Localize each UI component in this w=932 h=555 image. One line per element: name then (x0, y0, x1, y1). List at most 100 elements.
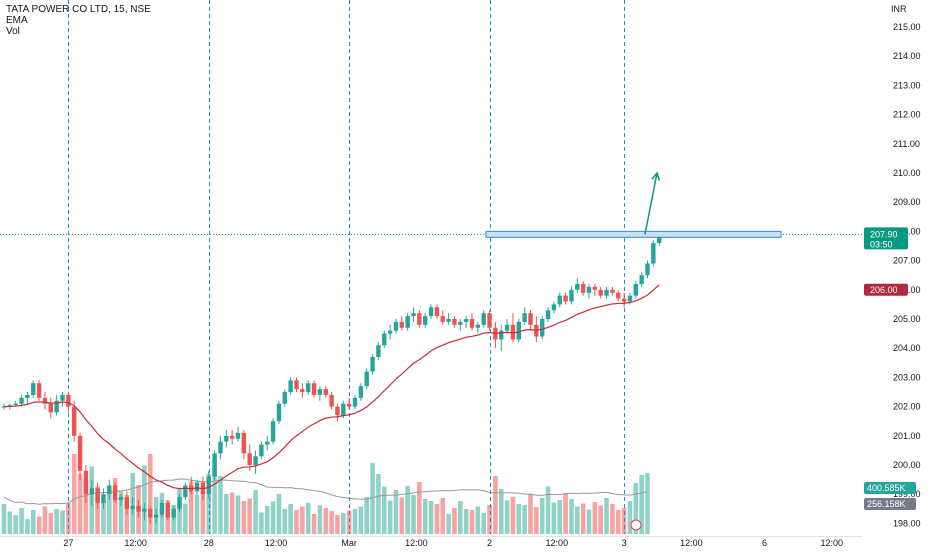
volume-bar (247, 498, 252, 534)
volume-bar (551, 502, 557, 534)
candle-body (604, 289, 609, 296)
volume-bar (627, 501, 633, 534)
volume-bar (335, 515, 340, 534)
volume-bar (147, 454, 153, 534)
candle-body (452, 319, 457, 325)
y-tick-label: 214.00 (893, 51, 921, 61)
candle-body (417, 313, 422, 325)
volume-bar (317, 505, 323, 534)
candle-body (510, 324, 516, 340)
y-tick-label: 202.00 (893, 402, 921, 412)
volume-bar (294, 510, 299, 534)
breakout-arrow (644, 172, 658, 235)
candle-body (54, 400, 59, 413)
volume-bar (475, 506, 481, 534)
candle-body (95, 488, 100, 503)
time-axis: 27 12:00 28 12:00 Mar 12:00 2 12:00 3 12:00 6 12:00 (0, 519, 862, 548)
volume-bar (229, 492, 235, 534)
candle-body (376, 345, 381, 357)
volume-bar (493, 476, 498, 534)
chart-legend: TATA POWER CO LTD, 15, NSE EMA Vol (6, 4, 151, 37)
candle-body (434, 307, 440, 317)
y-tick-label: 212.00 (893, 110, 921, 120)
candle-body (66, 394, 71, 407)
vol-legend[interactable]: Vol (6, 26, 20, 37)
candle-body (463, 319, 469, 322)
volume-bar (586, 509, 592, 534)
candle-body (458, 321, 463, 325)
candle-body (446, 319, 451, 322)
volume-bar (77, 474, 83, 534)
volume-bar (463, 509, 469, 534)
candle-body (580, 283, 586, 293)
volume-bar (580, 503, 586, 534)
volume-bar (101, 499, 106, 534)
x-tick-label: 12:00 (124, 538, 147, 548)
candle-body (206, 476, 211, 495)
y-tick-label: 207.00 (893, 256, 921, 266)
volume-bar (300, 506, 305, 534)
candle-body (253, 456, 258, 465)
candle-body (545, 310, 551, 319)
candle-body (481, 313, 486, 325)
volume-bar (364, 497, 369, 534)
candle-body (148, 508, 153, 518)
y-tick-label: 201.00 (893, 431, 921, 441)
volume-bar (387, 500, 393, 534)
candle-body (358, 386, 364, 398)
x-tick-label: 27 (63, 538, 73, 548)
volume-bar (381, 486, 387, 534)
ema-badge (864, 283, 908, 296)
candle-body (651, 243, 656, 264)
volume-bar (224, 494, 229, 534)
candle-body (610, 289, 615, 293)
candle-body (288, 380, 293, 392)
candle-body (294, 380, 299, 390)
volume-bar (417, 482, 422, 534)
volume-bar (370, 463, 375, 534)
candle-body (77, 435, 83, 471)
candle-body (522, 313, 527, 322)
x-tick-label: 3 (622, 538, 627, 548)
volume-bar (235, 495, 241, 534)
volume-bar (288, 504, 293, 534)
candle-body (621, 298, 627, 302)
candle-body (300, 389, 305, 392)
candle-body (469, 319, 475, 328)
volume-bar (610, 504, 615, 534)
volume-bar (615, 510, 621, 534)
candle-body (101, 494, 106, 503)
volume-bar (1, 504, 7, 534)
candle-body (487, 313, 492, 328)
ema-legend[interactable]: EMA (6, 15, 28, 26)
volume-bar (282, 509, 288, 534)
volume-bar (481, 513, 486, 534)
candle-body (130, 505, 135, 509)
volume-bar (522, 505, 527, 534)
volume-bar (528, 494, 533, 534)
breakout-arrow-head (651, 171, 661, 181)
candle-body (598, 289, 603, 296)
volume-bar (422, 499, 428, 534)
currency-label: INR (891, 4, 907, 14)
volume-bar (563, 493, 568, 534)
volume-bar (411, 495, 416, 534)
volume-bar (311, 514, 317, 534)
candle-body (540, 319, 545, 337)
volume-bar (487, 505, 492, 534)
lightning-icon[interactable] (630, 519, 642, 531)
countdown-label: 03:50 (870, 239, 893, 249)
volume-bar (253, 490, 258, 534)
volume-bar (569, 499, 574, 534)
volume-bar (428, 501, 434, 534)
y-tick-label: 210.00 (893, 168, 921, 178)
candle-body (218, 441, 223, 454)
volume-bar (259, 512, 264, 534)
volume-current-label: 400.585K (867, 483, 906, 493)
symbol-title[interactable]: TATA POWER CO LTD, 15, NSE (6, 4, 151, 15)
volume-bar (194, 494, 200, 534)
price-axis: INR 215.00 214.00 213.00 212.00 211.00 210.00 2… (862, 0, 932, 550)
x-tick-label: 12:00 (405, 538, 428, 548)
